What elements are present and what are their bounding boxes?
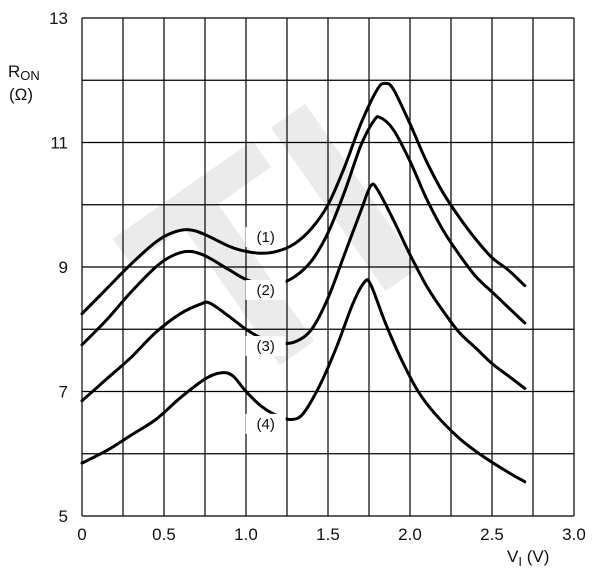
y-axis-label: RON: [8, 62, 40, 83]
x-tick-label: 2.0: [398, 525, 422, 544]
y-axis-unit: (Ω): [9, 85, 33, 104]
x-tick-label: 3.0: [562, 525, 586, 544]
curve-labels: (1) (2) (3) (4): [245, 227, 286, 434]
curve-label-bg: [245, 280, 286, 301]
tick-labels: 0 0.5 1.0 1.5 2.0 2.5 3.0 5 7 9 11 13: [49, 9, 586, 544]
x-tick-label: 0: [77, 525, 86, 544]
curve-label-1: (1): [257, 229, 275, 246]
y-tick-label: 7: [59, 383, 68, 402]
x-tick-label: 1.5: [316, 525, 340, 544]
curve-label-2: (2): [257, 282, 275, 299]
curve-label-4: (4): [257, 416, 275, 433]
x-tick-label: 2.5: [480, 525, 504, 544]
curve-label-bg: [245, 336, 286, 357]
curve-label-bg: [245, 227, 286, 248]
curve-3: [80, 182, 527, 403]
curve-label-3: (3): [257, 338, 275, 355]
curves: [80, 81, 527, 484]
x-axis-label: VI (V): [507, 547, 549, 569]
curve-label-bg: [245, 413, 286, 434]
curve-1: [80, 81, 527, 316]
y-tick-label: 9: [59, 258, 68, 277]
curve-2: [80, 115, 527, 347]
y-tick-label: 5: [59, 507, 68, 526]
y-tick-label: 13: [49, 9, 68, 28]
curve-4: [80, 278, 527, 484]
grid: [81, 17, 575, 517]
y-tick-label: 11: [50, 134, 68, 153]
x-tick-label: 1.0: [234, 525, 258, 544]
x-tick-label: 0.5: [152, 525, 176, 544]
ti-watermark: TI: [74, 41, 471, 454]
